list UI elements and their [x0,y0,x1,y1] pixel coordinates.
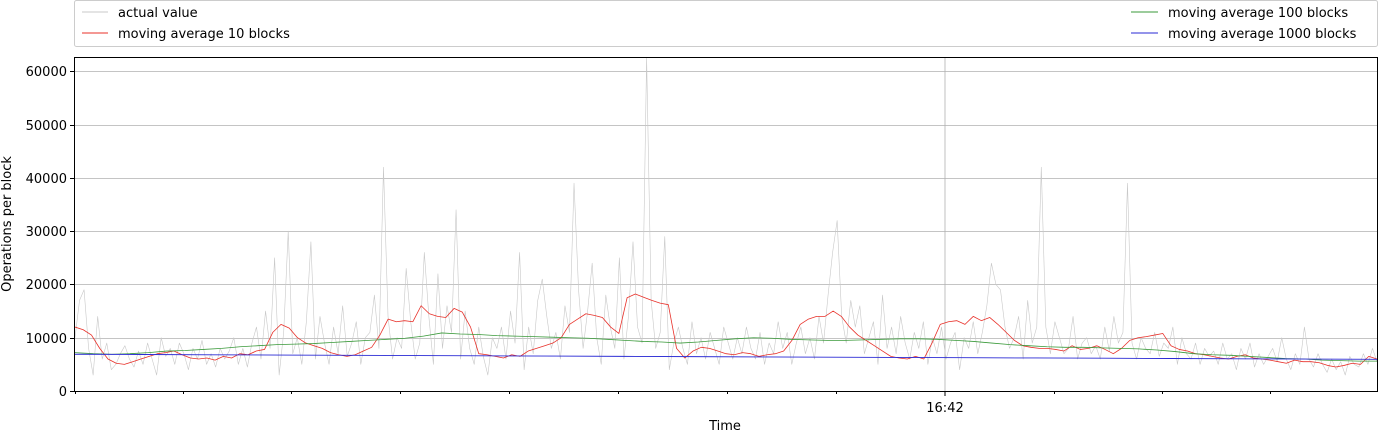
plot-series [74,57,1378,376]
legend-label-ma10: moving average 10 blocks [118,27,290,42]
y-axis: 0 10000 20000 30000 40000 50000 60000 [26,65,75,400]
y-axis-label: Operations per block [0,156,15,292]
series-line-actual-value [74,57,1378,376]
y-tick-label: 30000 [26,225,67,240]
y-tick-label: 10000 [26,332,67,347]
x-axis: 16:42 [75,391,1271,416]
y-tick-label: 20000 [26,278,67,293]
legend-label-ma1000: moving average 1000 blocks [1168,27,1357,42]
y-tick-label: 60000 [26,65,67,80]
legend: actual value moving average 10 blocks mo… [74,0,1378,47]
series-line-moving-average-10-blocks [74,293,1378,368]
x-axis-label: Time [708,419,741,431]
legend-label-actual: actual value [118,6,198,21]
legend-label-ma100: moving average 100 blocks [1168,6,1348,21]
plot-frame [74,57,1378,392]
series-line-moving-average-1000-blocks [74,353,1378,360]
y-tick-label: 0 [59,385,67,400]
y-tick-label: 40000 [26,172,67,187]
y-tick-label: 50000 [26,119,67,134]
x-tick-label: 16:42 [926,401,963,416]
series-line-moving-average-100-blocks [74,332,1377,362]
